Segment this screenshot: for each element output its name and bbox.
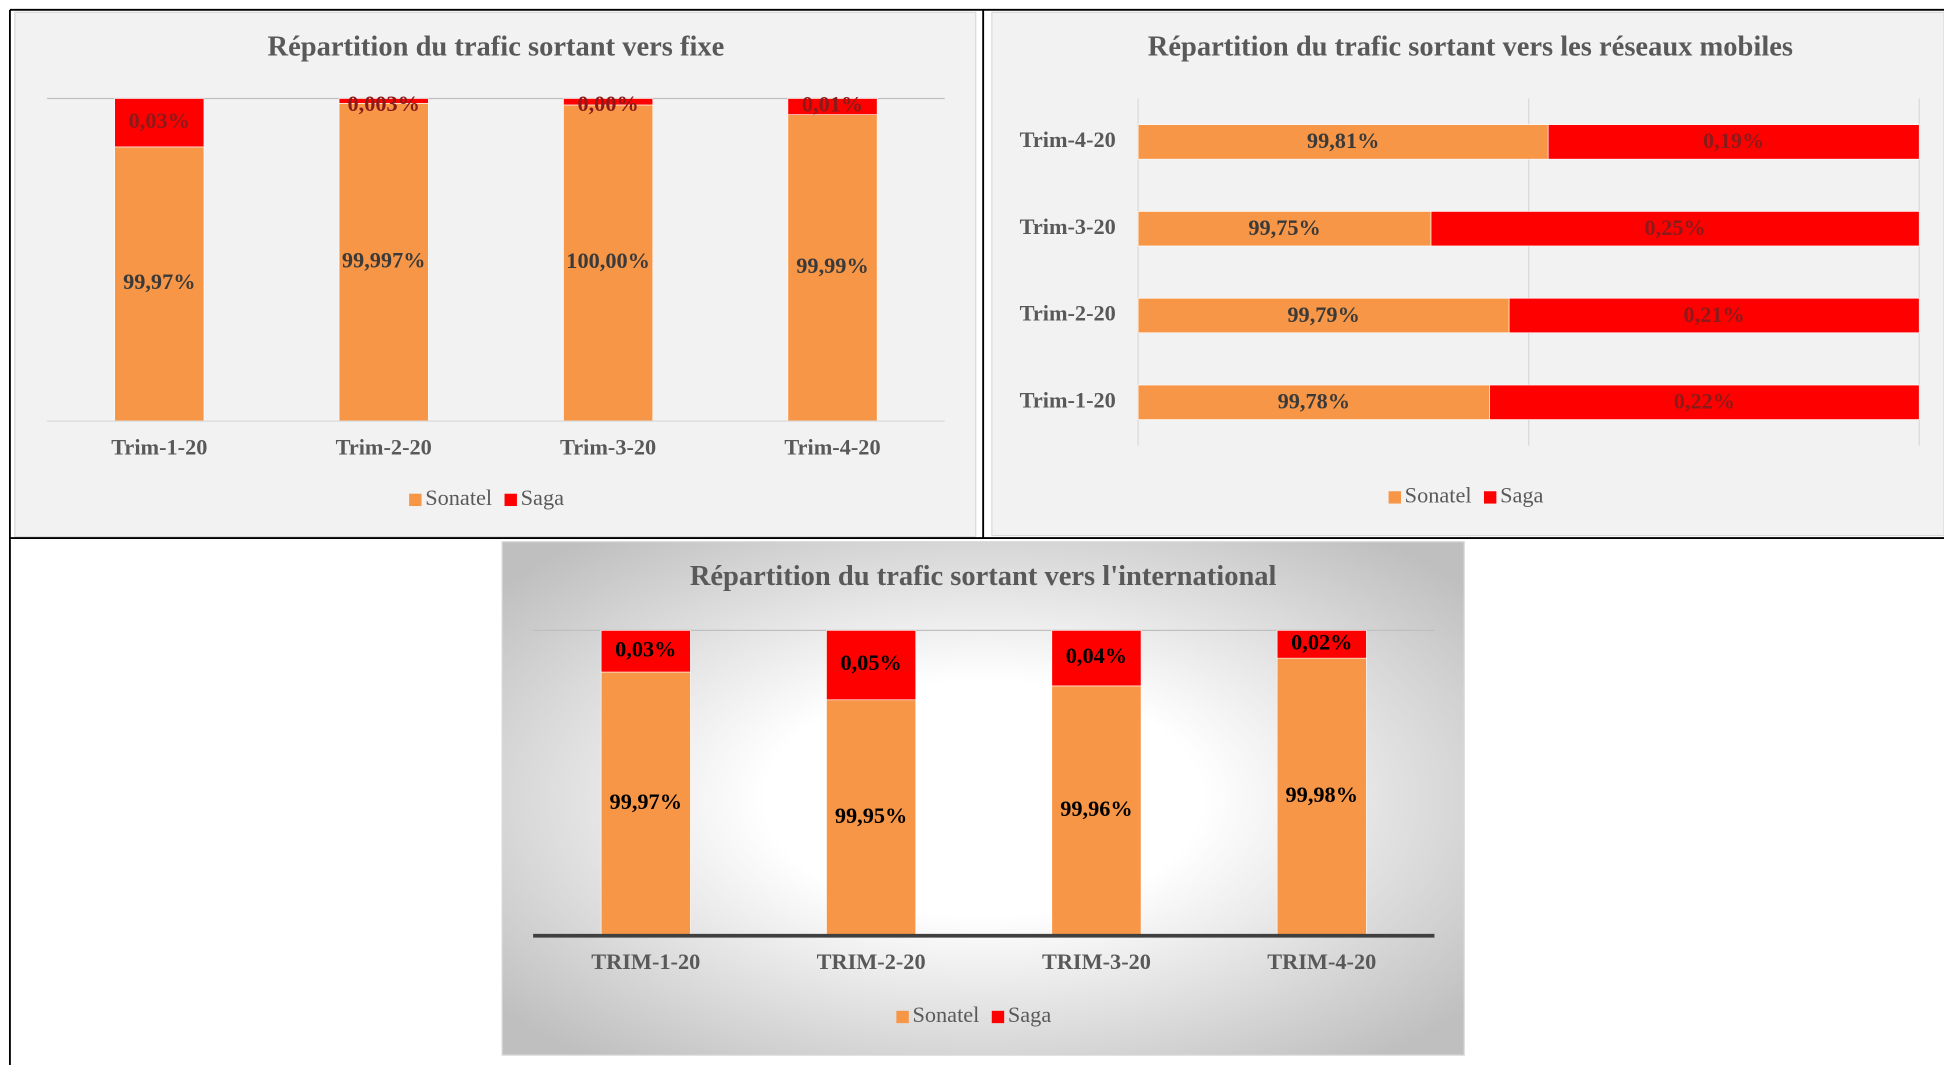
data-label: 99,95% (835, 803, 907, 828)
chart-title: Répartition du trafic sortant vers l'int… (690, 561, 1277, 592)
data-label: 100,00% (566, 248, 650, 273)
bar-segment (826, 630, 917, 701)
legend-label: Sonatel (425, 485, 492, 510)
data-label: 0,21% (1684, 302, 1745, 327)
bar-segment (600, 671, 691, 937)
data-label: 99,75% (1248, 215, 1320, 240)
bar-segment (338, 98, 429, 104)
data-label: 0,19% (1703, 128, 1764, 153)
y-tick-label: Trim-4-20 (1020, 127, 1116, 152)
data-label: 0,25% (1644, 215, 1705, 240)
legend-swatch (504, 493, 517, 507)
data-label: 99,79% (1287, 302, 1359, 327)
legend-label: Saga (1500, 483, 1543, 508)
legend-label: Saga (1008, 1002, 1051, 1027)
panel (991, 11, 1944, 537)
data-label: 0,01% (802, 92, 863, 117)
data-label: 0,03% (129, 108, 190, 133)
x-tick-label: Trim-2-20 (336, 435, 432, 460)
legend-swatch (896, 1010, 909, 1024)
data-label: 0,22% (1674, 389, 1735, 414)
data-label: 0,003% (347, 91, 419, 116)
bar-segment (1137, 384, 1490, 420)
legend-label: Sonatel (1405, 483, 1472, 508)
bar-segment (1051, 685, 1142, 937)
bar-segment (563, 104, 654, 422)
data-label: 99,997% (342, 247, 426, 272)
bar-segment (787, 114, 878, 422)
bar-segment (563, 98, 654, 106)
x-tick-label: Trim-3-20 (560, 435, 656, 460)
bar-segment (1489, 384, 1920, 420)
x-tick-label: Trim-4-20 (784, 435, 880, 460)
bar-segment (338, 103, 429, 422)
legend-swatch (1388, 491, 1401, 504)
bar-segment (1137, 297, 1510, 334)
data-label: 0,05% (840, 650, 901, 675)
legend-swatch (1483, 491, 1497, 504)
bar-segment (1547, 124, 1920, 160)
x-tick-label: TRIM-1-20 (591, 949, 700, 974)
x-tick-label: Trim-1-20 (111, 435, 207, 460)
bar-segment (114, 146, 205, 422)
data-label: 0,04% (1066, 643, 1127, 668)
data-label: 0,02% (1291, 629, 1352, 654)
data-label: 99,98% (1286, 782, 1358, 807)
y-tick-label: Trim-2-20 (1020, 301, 1116, 326)
bar-segment (1051, 630, 1142, 687)
bar-segment (1276, 657, 1367, 937)
y-tick-label: Trim-1-20 (1020, 387, 1116, 412)
data-label: 99,96% (1060, 796, 1132, 821)
legend-swatch (991, 1010, 1005, 1024)
bar-segment (600, 630, 691, 673)
bar-segment (114, 98, 205, 148)
bar-segment (1137, 124, 1549, 160)
y-tick-label: Trim-3-20 (1020, 214, 1116, 239)
bar-segment (1508, 297, 1920, 334)
bar-segment (787, 98, 878, 115)
data-label: 99,99% (796, 253, 868, 278)
legend-swatch (409, 493, 422, 507)
data-label: 0,00% (577, 91, 638, 116)
x-tick-label: TRIM-3-20 (1042, 949, 1151, 974)
bar-segment (1430, 211, 1920, 247)
chart-title: Répartition du trafic sortant vers les r… (1148, 32, 1793, 63)
x-tick-label: TRIM-4-20 (1267, 949, 1376, 974)
data-label: 0,03% (615, 636, 676, 661)
table-border (8, 8, 1944, 1065)
chart-title: Répartition du trafic sortant vers fixe (268, 32, 725, 63)
legend-label: Saga (521, 485, 564, 510)
data-label: 99,78% (1278, 389, 1350, 414)
data-label: 99,81% (1307, 128, 1379, 153)
bar-segment (1276, 630, 1367, 659)
bar-segment (1137, 211, 1432, 247)
data-label: 99,97% (610, 789, 682, 814)
x-tick-label: TRIM-2-20 (817, 949, 926, 974)
legend-label: Sonatel (912, 1002, 979, 1027)
bar-segment (826, 699, 917, 937)
data-label: 99,97% (123, 269, 195, 294)
